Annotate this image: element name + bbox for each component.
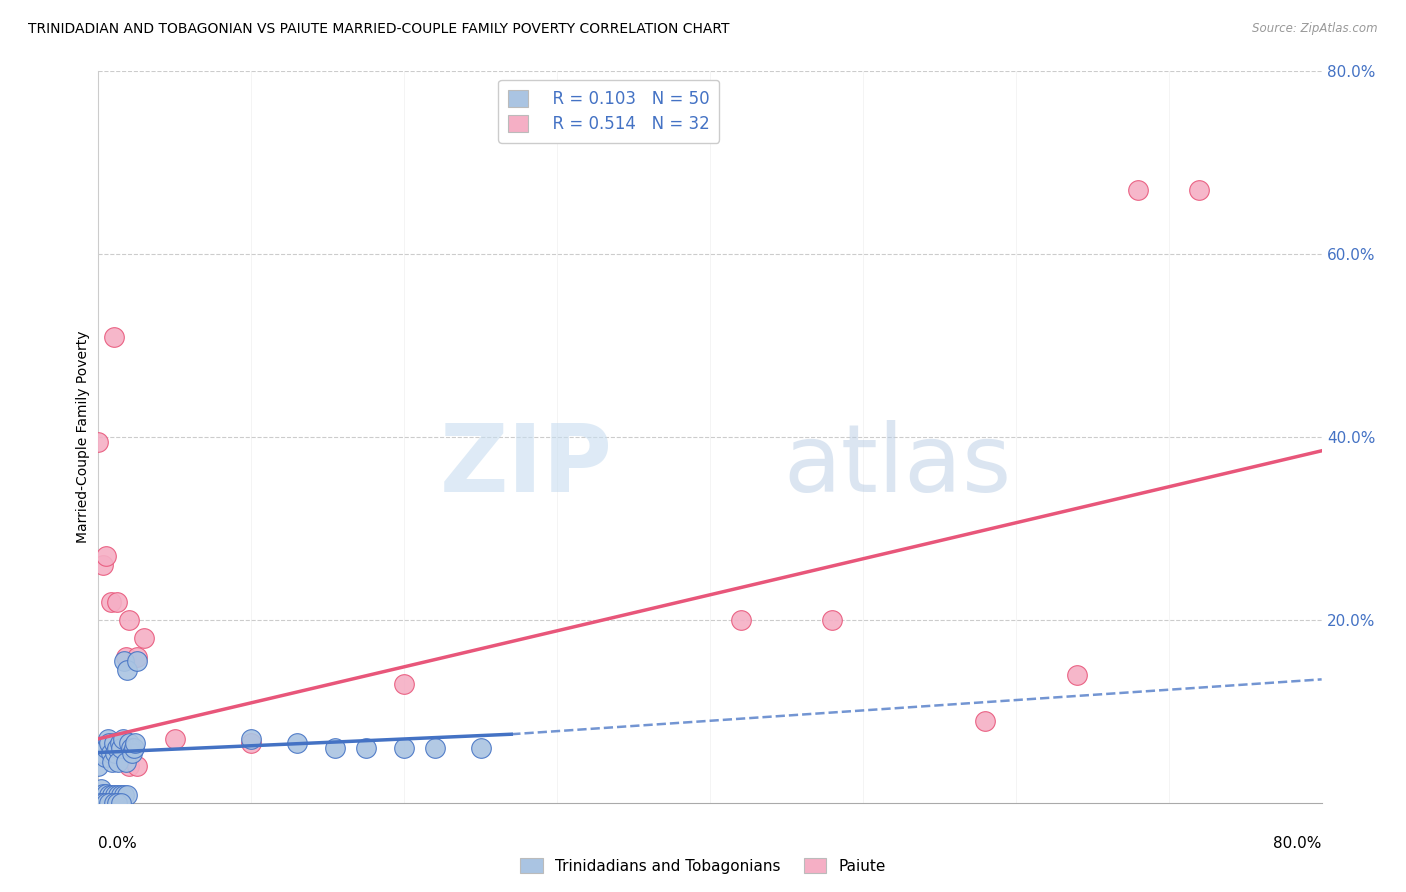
Point: [93, 750, 115, 764]
Point: [115, 755, 138, 769]
Point: [392, 677, 416, 691]
Point: [87, 434, 110, 449]
Legend:   R = 0.103   N = 50,   R = 0.514   N = 32: R = 0.103 N = 50, R = 0.514 N = 32: [498, 79, 720, 143]
Point: [112, 654, 135, 668]
Point: [103, 329, 125, 343]
Point: [115, 649, 138, 664]
Point: [285, 736, 308, 750]
Point: [1128, 183, 1150, 197]
Point: [122, 740, 145, 755]
Point: [110, 789, 132, 803]
Point: [118, 759, 141, 773]
Point: [89, 796, 111, 810]
Point: [105, 796, 128, 810]
Point: [91, 796, 114, 810]
Point: [974, 714, 997, 728]
Point: [101, 755, 124, 769]
Point: [125, 649, 148, 664]
Point: [125, 759, 148, 773]
Text: 0.0%: 0.0%: [98, 836, 138, 851]
Point: [104, 789, 127, 803]
Point: [100, 746, 122, 760]
Point: [117, 663, 139, 677]
Point: [354, 740, 377, 755]
Point: [117, 789, 139, 803]
Text: Source: ZipAtlas.com: Source: ZipAtlas.com: [1253, 22, 1378, 36]
Point: [121, 746, 143, 760]
Point: [98, 796, 121, 810]
Point: [1188, 183, 1211, 197]
Point: [821, 613, 844, 627]
Point: [111, 731, 134, 746]
Y-axis label: Married-Couple Family Poverty: Married-Couple Family Poverty: [76, 331, 90, 543]
Point: [97, 731, 120, 746]
Point: [105, 740, 128, 755]
Point: [100, 594, 122, 608]
Point: [98, 736, 121, 750]
Point: [101, 789, 124, 803]
Point: [240, 731, 263, 746]
Text: TRINIDADIAN AND TOBAGONIAN VS PAIUTE MARRIED-COUPLE FAMILY POVERTY CORRELATION C: TRINIDADIAN AND TOBAGONIAN VS PAIUTE MAR…: [28, 22, 730, 37]
Point: [91, 787, 114, 801]
Point: [107, 789, 129, 803]
Point: [87, 759, 110, 773]
Text: 80.0%: 80.0%: [1274, 836, 1322, 851]
Point: [91, 558, 114, 573]
Point: [98, 789, 121, 803]
Point: [423, 740, 446, 755]
Point: [94, 796, 117, 810]
Point: [134, 632, 156, 646]
Point: [110, 740, 132, 755]
Point: [125, 654, 148, 668]
Point: [104, 746, 127, 760]
Point: [392, 740, 416, 755]
Point: [94, 740, 117, 755]
Point: [91, 746, 114, 760]
Text: ZIP: ZIP: [439, 420, 612, 512]
Point: [325, 740, 347, 755]
Point: [730, 613, 752, 627]
Point: [120, 740, 142, 755]
Point: [124, 736, 146, 750]
Point: [1066, 667, 1088, 681]
Point: [110, 796, 132, 810]
Point: [90, 782, 112, 797]
Point: [105, 594, 128, 608]
Point: [163, 731, 186, 746]
Point: [470, 740, 492, 755]
Point: [90, 740, 112, 755]
Point: [240, 736, 263, 750]
Point: [118, 736, 141, 750]
Point: [103, 796, 125, 810]
Point: [118, 613, 141, 627]
Text: atlas: atlas: [783, 420, 1012, 512]
Point: [94, 787, 117, 801]
Point: [103, 736, 125, 750]
Point: [89, 746, 111, 760]
Point: [107, 755, 129, 769]
Point: [112, 789, 135, 803]
Point: [94, 549, 117, 563]
Point: [110, 746, 132, 760]
Legend: Trinidadians and Tobagonians, Paiute: Trinidadians and Tobagonians, Paiute: [513, 852, 893, 880]
Point: [108, 736, 131, 750]
